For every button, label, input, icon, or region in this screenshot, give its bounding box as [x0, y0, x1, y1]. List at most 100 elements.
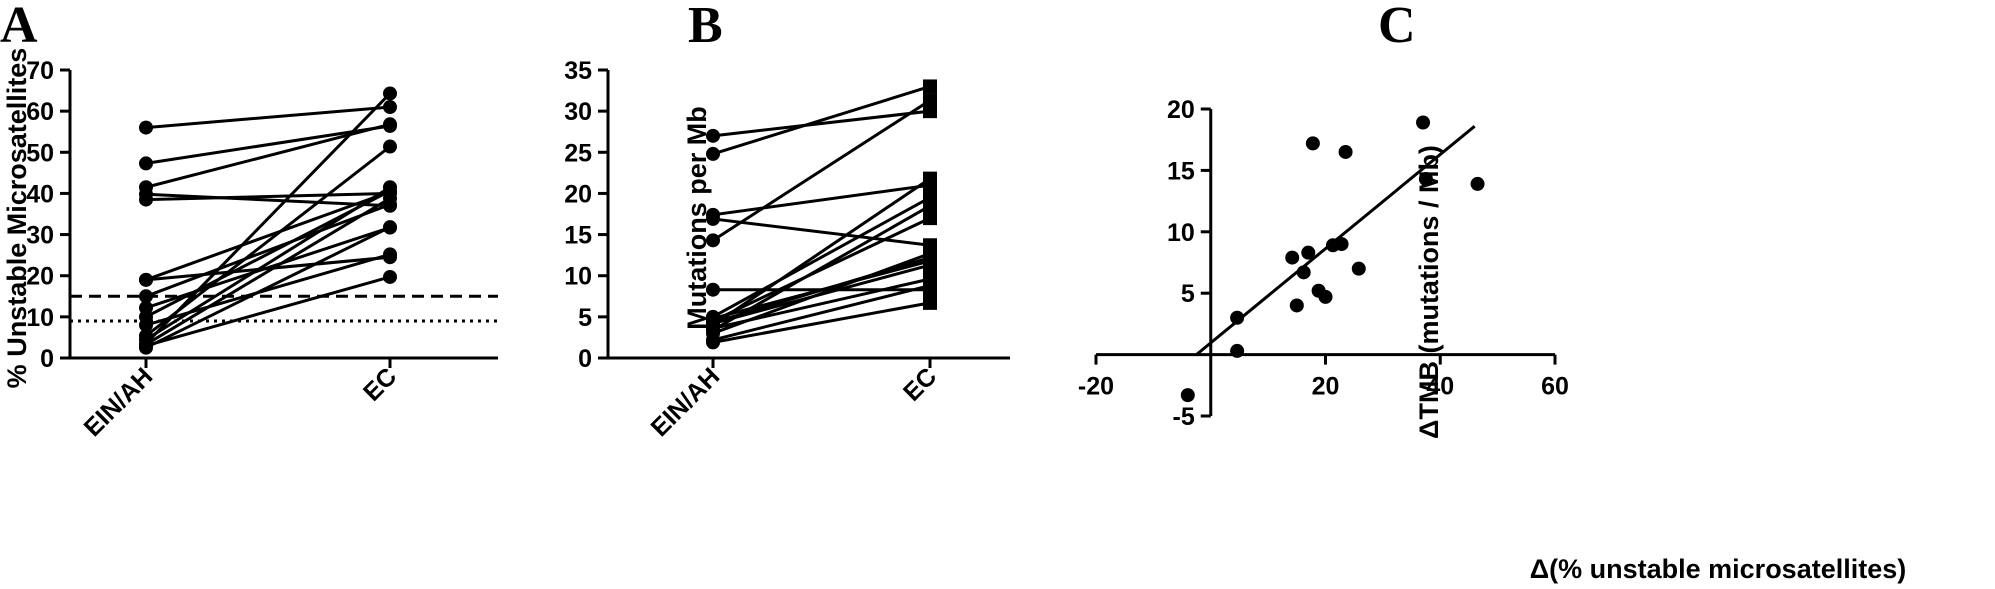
ec-point — [383, 269, 397, 284]
paired-series-line — [712, 109, 931, 138]
scatter-point — [1338, 144, 1353, 159]
paired-series-line — [712, 284, 931, 342]
paired-series-line — [712, 196, 931, 319]
paired-series-line — [712, 263, 931, 325]
scatter-point — [1305, 136, 1320, 151]
paired-series-line — [712, 99, 931, 242]
panel-b-letter: B — [688, 0, 723, 54]
paired-series-line — [145, 124, 391, 165]
scatter-point — [1418, 171, 1433, 186]
paired-series-line — [712, 217, 931, 247]
y-tick-label: 20 — [26, 263, 54, 291]
paired-series-line — [712, 177, 931, 327]
y-tick-label: 20 — [564, 180, 592, 208]
ein-ah-point — [706, 146, 720, 161]
ein-ah-point — [139, 120, 153, 135]
x-tick-label: 20 — [1312, 373, 1340, 401]
y-tick-label: 50 — [26, 139, 54, 167]
panel-c-letter: C — [1378, 0, 1416, 54]
paired-series-line — [145, 192, 391, 208]
y-tick-label: 20 — [1167, 96, 1195, 124]
y-tick-label: 25 — [564, 139, 592, 167]
ec-point — [923, 211, 937, 226]
panel-c-x-axis-label: Δ(% unstable microsatellites) — [1530, 554, 1907, 584]
ein-ah-point — [706, 211, 720, 226]
y-tick-label: 5 — [578, 304, 592, 332]
ec-point — [383, 86, 397, 101]
paired-series-line — [145, 122, 391, 189]
ec-point — [383, 247, 397, 262]
panel-a-y-axis-label: % Unstable Microsatellites — [2, 48, 32, 389]
ein-ah-point — [706, 233, 720, 248]
ein-ah-point — [139, 272, 153, 287]
paired-series-line — [145, 191, 391, 202]
x-tick-label: -20 — [1078, 373, 1114, 401]
scatter-point — [1334, 237, 1349, 252]
scatter-point — [1351, 261, 1366, 276]
y-tick-label: 30 — [564, 98, 592, 126]
paired-series-line — [145, 190, 391, 282]
ec-point — [383, 139, 397, 154]
paired-series-line — [145, 225, 391, 350]
ec-point — [923, 171, 937, 186]
y-tick-label: -5 — [1173, 403, 1195, 431]
scatter-point — [1230, 343, 1245, 358]
scatter-point — [1285, 250, 1300, 265]
paired-series-line — [145, 203, 391, 298]
ein-ah-point — [139, 192, 153, 207]
y-tick-label: 10 — [1167, 219, 1195, 247]
panel-c-y-axis-label: ΔTMB (mutations / Mb) — [1414, 145, 1444, 439]
ein-ah-point — [706, 335, 720, 350]
paired-series-line — [712, 85, 931, 156]
paired-series-line — [712, 183, 931, 217]
paired-series-line — [145, 105, 391, 130]
y-tick-label: 30 — [26, 222, 54, 250]
ec-point — [923, 295, 937, 310]
ein-ah-point — [139, 318, 153, 333]
y-tick-label: 15 — [1167, 157, 1195, 185]
scatter-point — [1301, 245, 1316, 260]
y-tick-label: 5 — [1181, 280, 1195, 308]
y-tick-label: 0 — [578, 345, 592, 373]
ec-point — [923, 93, 937, 108]
paired-series-line — [712, 204, 931, 332]
y-tick-label: 35 — [564, 57, 592, 85]
panel-a-chart: A % Unstable Microsatellites 0 10 20 30 40 50… — [0, 0, 498, 442]
ec-point — [923, 104, 937, 119]
y-tick-label: 70 — [26, 57, 54, 85]
scatter-point — [1180, 388, 1195, 403]
paired-series-line — [144, 92, 392, 345]
scatter-point — [1230, 310, 1245, 325]
scatter-point — [1296, 265, 1311, 280]
y-tick-label: 60 — [26, 98, 54, 126]
y-tick-label: 15 — [564, 222, 592, 250]
paired-series-line — [712, 301, 931, 344]
x-tick-label-ein-ah: EIN/AH — [79, 362, 159, 442]
scatter-point — [1289, 298, 1304, 313]
y-tick-label: 10 — [564, 263, 592, 291]
y-tick-label: 0 — [40, 345, 54, 373]
x-tick-label: 40 — [1426, 373, 1454, 401]
ec-point — [923, 258, 937, 273]
ein-ah-point — [706, 128, 720, 143]
ec-point — [923, 79, 937, 94]
paired-series-line — [145, 197, 391, 346]
x-tick-label-ein-ah: EIN/AH — [646, 362, 726, 442]
paired-series-line — [712, 256, 931, 325]
scatter-point — [1318, 289, 1333, 304]
x-tick-label-ec: EC — [358, 362, 402, 406]
ec-point — [923, 198, 937, 213]
scatter-point — [1470, 176, 1485, 191]
paired-series-line — [145, 275, 391, 348]
ec-point — [923, 246, 937, 261]
x-tick-label: 60 — [1541, 373, 1569, 401]
panel-c-chart: C ΔTMB (mutations / Mb) Δ(% unstable mic… — [1078, 0, 1906, 584]
ec-point — [923, 278, 937, 293]
y-tick-label: 10 — [26, 304, 54, 332]
ec-point — [383, 117, 397, 132]
paired-series-line — [145, 185, 391, 341]
ec-point — [383, 191, 397, 206]
ec-point — [383, 220, 397, 235]
